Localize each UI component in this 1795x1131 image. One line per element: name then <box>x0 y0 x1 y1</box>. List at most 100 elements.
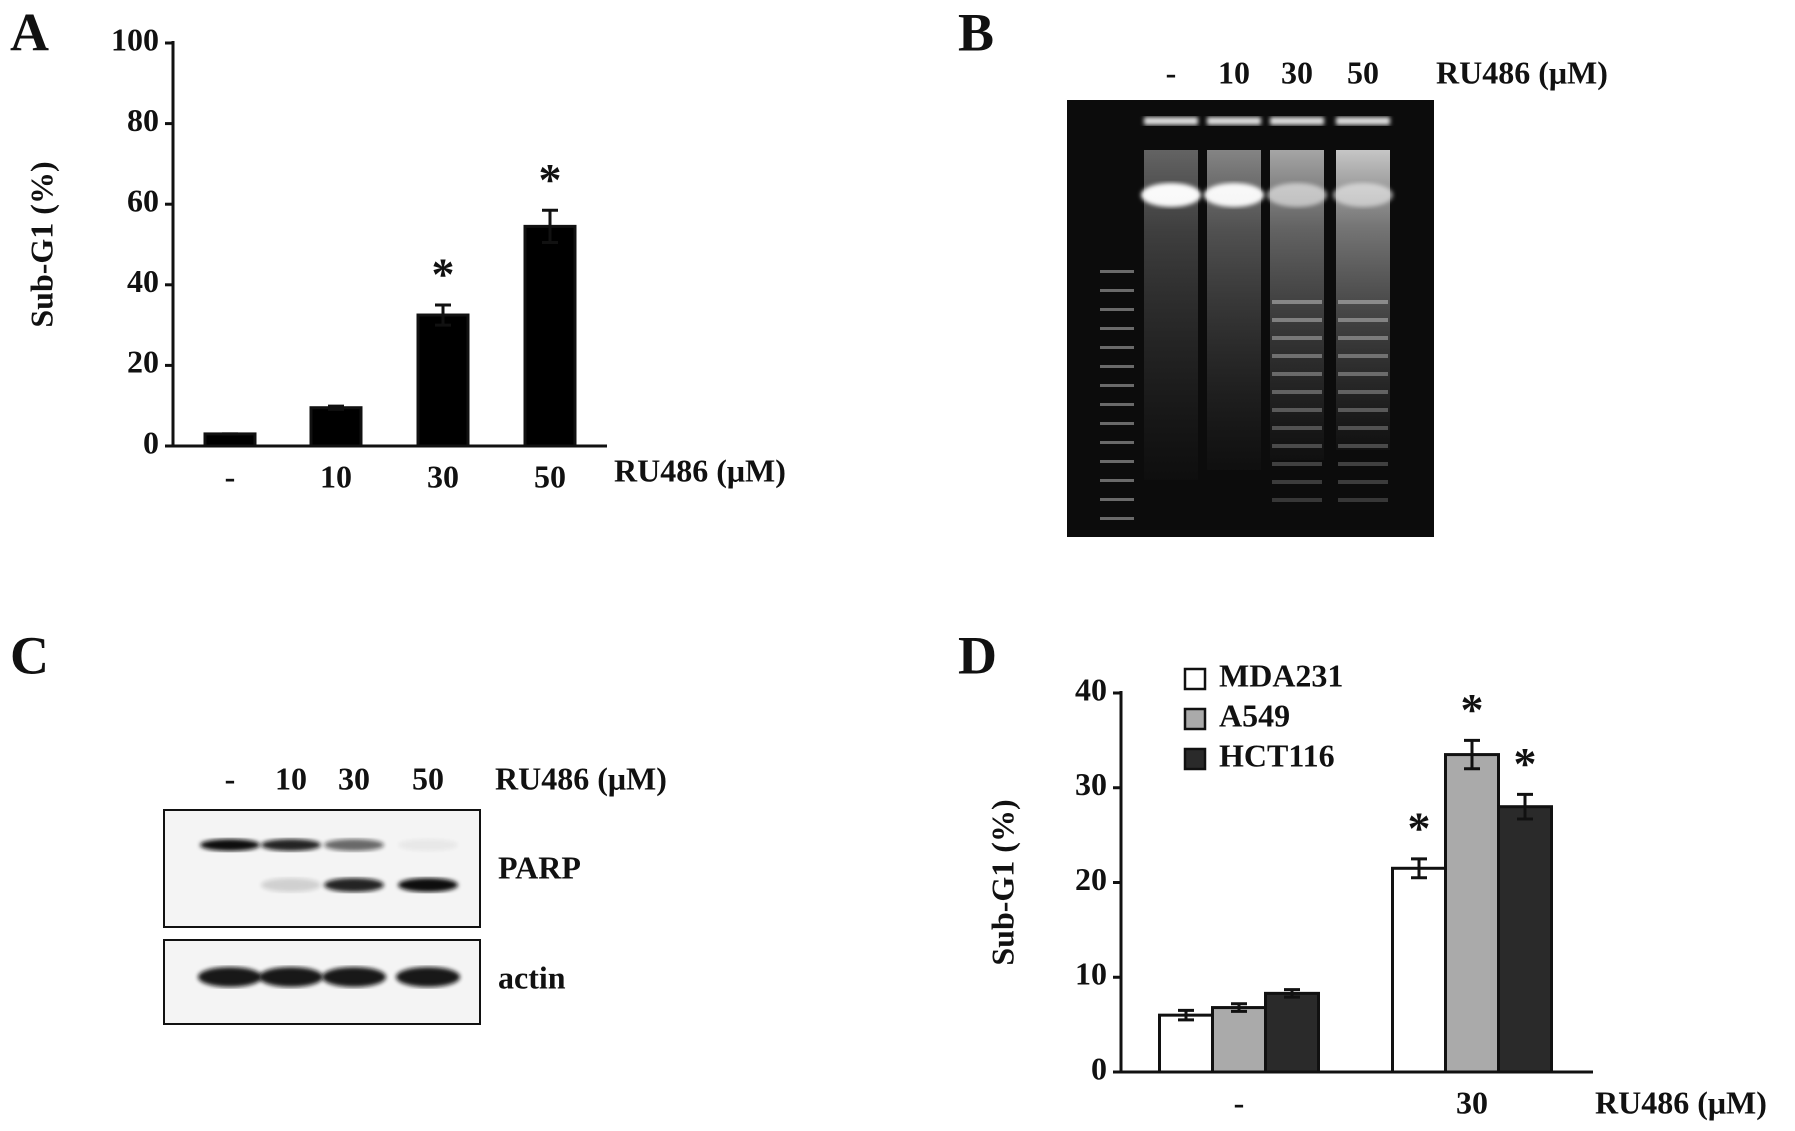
y-tick-label: 10 <box>1075 956 1107 992</box>
x-tick-label: - <box>1234 1084 1245 1120</box>
gel-ladder-band <box>1338 444 1388 448</box>
marker-band <box>1100 517 1134 520</box>
error-bar <box>1464 738 1480 771</box>
lane-label: 30 <box>1281 54 1313 90</box>
x-tick-label: 30 <box>427 458 459 494</box>
gel-ladder-band <box>1338 390 1388 394</box>
legend-swatch <box>1183 747 1207 771</box>
marker-band <box>1100 384 1134 387</box>
gel-ladder-band <box>1272 444 1322 448</box>
error-bar <box>1517 792 1533 821</box>
blot-band <box>324 878 384 892</box>
significance: * <box>1461 684 1484 735</box>
blot-band <box>261 878 321 892</box>
gel-ladder-band <box>1338 426 1388 430</box>
lane-label: 10 <box>1218 54 1250 90</box>
legend-label: A549 <box>1219 697 1290 733</box>
bar <box>1264 991 1320 1074</box>
y-tick-label: 40 <box>1075 671 1107 707</box>
x-tick-label: 30 <box>1456 1084 1488 1120</box>
bar <box>203 432 257 448</box>
gel-ladder-band <box>1338 300 1388 304</box>
gel-smear <box>1270 150 1324 460</box>
significance: * <box>1514 738 1537 789</box>
bar <box>523 224 577 448</box>
legend-label: HCT116 <box>1219 737 1335 773</box>
significance: * <box>432 249 455 300</box>
blot-band <box>322 967 386 987</box>
gel-ladder-band <box>1338 336 1388 340</box>
marker-band <box>1100 308 1134 311</box>
panel-letter: B <box>958 2 994 62</box>
gel-smear <box>1144 150 1198 480</box>
gel-ladder-band <box>1338 480 1388 484</box>
panel-letter: C <box>10 625 49 685</box>
blot-band <box>396 967 460 987</box>
blot-band <box>198 967 262 987</box>
lane-label: 50 <box>1347 54 1379 90</box>
blot-band <box>200 839 260 851</box>
treatment-label: RU486 (μM) <box>1436 54 1608 90</box>
error-bar <box>1284 988 1300 999</box>
significance: * <box>1408 802 1431 853</box>
y-tick-label: 20 <box>127 344 159 380</box>
significance: * <box>539 154 562 205</box>
gel-ladder-band <box>1338 462 1388 466</box>
y-tick-label: 20 <box>1075 861 1107 897</box>
error-bar <box>1178 1008 1194 1022</box>
bar <box>416 313 470 448</box>
gel-ladder-band <box>1338 408 1388 412</box>
gel-ladder-band <box>1272 480 1322 484</box>
blot-band <box>324 839 384 851</box>
blot-band <box>398 839 458 851</box>
gel-ladder-band <box>1338 372 1388 376</box>
y-tick-label: 100 <box>111 21 159 57</box>
blot-parp <box>163 809 481 928</box>
error-bar <box>1411 857 1427 880</box>
marker-band <box>1100 498 1134 501</box>
marker-band <box>1100 365 1134 368</box>
bar <box>1158 1013 1214 1074</box>
legend-swatch <box>1183 667 1207 691</box>
bar <box>1497 805 1553 1074</box>
y-tick-label: 80 <box>127 102 159 138</box>
x-axis-label: RU486 (μM) <box>1595 1084 1767 1120</box>
y-axis-label: Sub-G1 (%) <box>984 799 1020 965</box>
treatment-label: RU486 (μM) <box>495 760 667 796</box>
gel-well <box>1144 117 1198 125</box>
bar <box>1444 753 1500 1074</box>
gel-well <box>1207 117 1261 125</box>
error-bar <box>328 404 344 411</box>
marker-band <box>1100 479 1134 482</box>
gel-smear <box>1207 150 1261 470</box>
gel-ladder-band <box>1272 372 1322 376</box>
marker-band <box>1100 346 1134 349</box>
gel-ladder-band <box>1272 408 1322 412</box>
panel-letter: A <box>10 2 49 62</box>
bar <box>309 406 363 448</box>
blot-band <box>259 967 323 987</box>
gel-ladder-band <box>1272 336 1322 340</box>
gel-ladder-band <box>1272 354 1322 358</box>
marker-band <box>1100 403 1134 406</box>
marker-band <box>1100 289 1134 292</box>
gel-well <box>1336 117 1390 125</box>
lane-label: - <box>225 760 236 796</box>
x-tick-label: - <box>225 458 236 494</box>
gel-ladder-band <box>1272 426 1322 430</box>
panel-letter: D <box>958 625 997 685</box>
marker-band <box>1100 327 1134 330</box>
marker-band <box>1100 460 1134 463</box>
blot-band <box>398 878 458 892</box>
gel-ladder-band <box>1338 354 1388 358</box>
x-tick-label: 10 <box>320 458 352 494</box>
legend-swatch <box>1183 707 1207 731</box>
y-axis-label: Sub-G1 (%) <box>23 161 59 327</box>
error-bar <box>435 303 451 327</box>
gel-ladder-band <box>1338 318 1388 322</box>
y-tick-label: 0 <box>1091 1050 1107 1086</box>
x-tick-label: 50 <box>534 458 566 494</box>
gel-ladder-band <box>1272 390 1322 394</box>
lane-label: 10 <box>275 760 307 796</box>
